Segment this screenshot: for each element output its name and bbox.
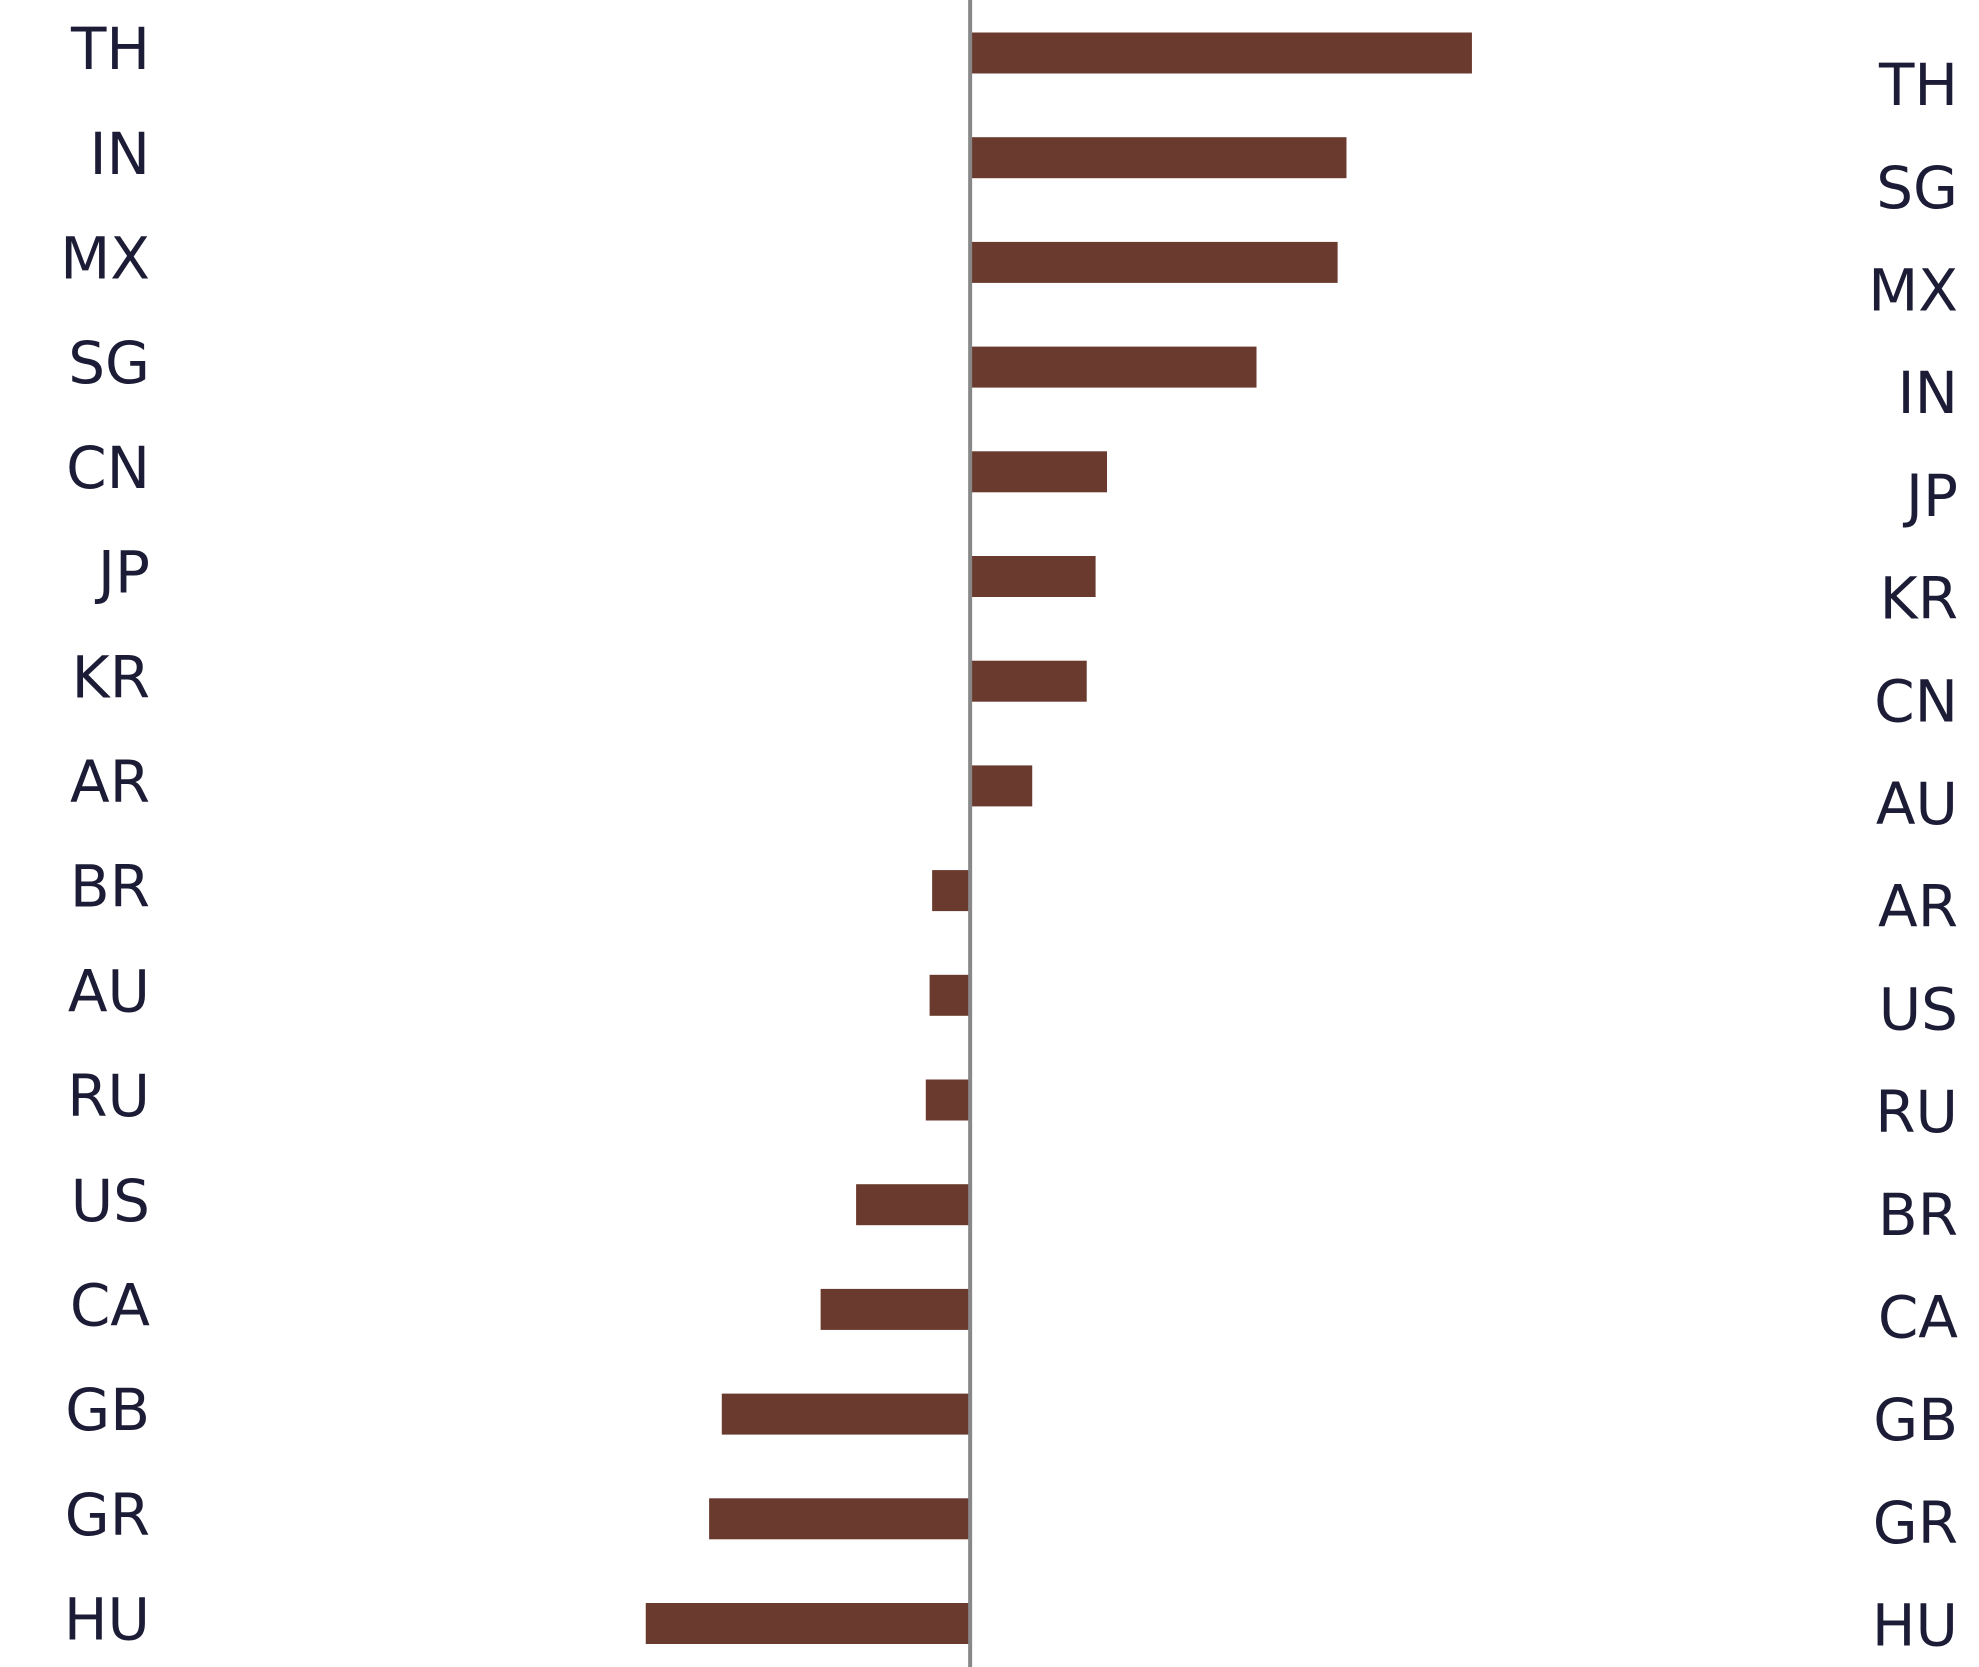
category-label: AR — [70, 748, 150, 816]
category-label: US — [71, 1167, 150, 1235]
rank-label: AR — [1878, 873, 1958, 941]
rank-label: GR — [1873, 1489, 1958, 1557]
bar — [970, 660, 1087, 702]
bar — [709, 1498, 971, 1540]
rank-label: HU — [1872, 1592, 1958, 1660]
rank-label: SG — [1876, 154, 1958, 222]
rank-label: CA — [1878, 1284, 1958, 1352]
rank-label: BR — [1878, 1181, 1958, 1249]
rank-label: AU — [1876, 770, 1958, 838]
rank-label: TH — [1878, 51, 1958, 119]
category-label: TH — [70, 15, 150, 83]
category-label: CN — [66, 434, 150, 502]
bar — [856, 1184, 971, 1226]
category-label: KR — [72, 643, 150, 711]
bar — [970, 556, 1096, 597]
bar — [970, 451, 1107, 493]
category-label: AU — [68, 957, 150, 1025]
category-label: RU — [67, 1062, 150, 1130]
category-label: CA — [70, 1272, 150, 1340]
category-label: GR — [65, 1481, 150, 1549]
bar — [929, 974, 971, 1016]
rank-label: CN — [1874, 667, 1958, 735]
category-label: BR — [70, 853, 150, 921]
category-label: HU — [64, 1586, 150, 1654]
category-label: MX — [60, 225, 150, 293]
bar — [970, 765, 1033, 807]
rank-label: IN — [1898, 359, 1959, 427]
rank-label: JP — [1903, 462, 1958, 530]
bar — [970, 346, 1257, 388]
category-label: SG — [68, 329, 150, 397]
bar — [970, 137, 1347, 179]
bar — [925, 1079, 971, 1121]
category-label: GB — [65, 1376, 150, 1444]
bar — [970, 32, 1472, 74]
bar — [932, 870, 971, 912]
category-label: IN — [90, 120, 151, 188]
bar — [820, 1288, 971, 1330]
rank-label: GB — [1873, 1386, 1958, 1454]
rank-label: MX — [1868, 257, 1958, 325]
rank-label: KR — [1880, 565, 1958, 633]
rank-label: RU — [1875, 1078, 1958, 1146]
rank-label: US — [1879, 975, 1958, 1043]
bar — [970, 241, 1338, 283]
bar — [645, 1603, 971, 1644]
category-label: JP — [95, 539, 150, 607]
bar — [721, 1393, 971, 1435]
